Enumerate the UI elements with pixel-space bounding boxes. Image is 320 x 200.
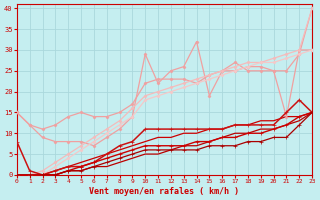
- X-axis label: Vent moyen/en rafales ( km/h ): Vent moyen/en rafales ( km/h ): [90, 187, 239, 196]
